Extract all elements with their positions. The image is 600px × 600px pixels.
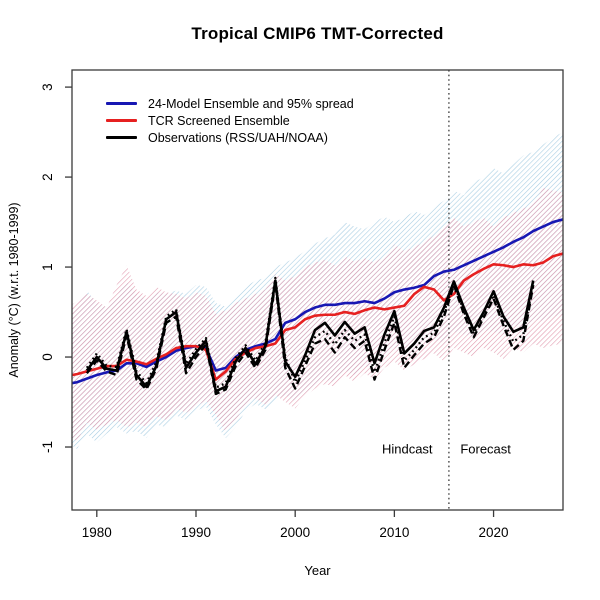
x-tick-label: 2000 (280, 525, 310, 540)
x-tick-label: 1980 (82, 525, 112, 540)
y-tick-label: 0 (40, 353, 55, 361)
legend-label: 24-Model Ensemble and 95% spread (148, 96, 354, 111)
x-tick-label: 2010 (379, 525, 409, 540)
plot-border (71, 69, 564, 511)
plot-title: Tropical CMIP6 TMT-Corrected (191, 24, 444, 43)
series-observations-dotted (85, 276, 535, 389)
plot-area (72, 132, 563, 449)
series-24-model-ensemble-mean (72, 218, 563, 385)
series-tcr-screened-ensemble-mean (72, 252, 563, 381)
y-axis-title: Anomaly (°C) (w.r.t. 1980-1999) (7, 202, 21, 378)
legend-item-observations: Observations (RSS/UAH/NOAA) (106, 129, 354, 146)
forecast-label: Forecast (460, 442, 511, 457)
ensemble-line-swatch (106, 102, 137, 105)
observations-line-swatch (106, 136, 137, 139)
hindcast-label: Hindcast (382, 442, 433, 457)
legend-item-ensemble: 24-Model Ensemble and 95% spread (106, 95, 354, 112)
legend: 24-Model Ensemble and 95% spread TCR Scr… (106, 95, 354, 146)
x-tick-label: 1990 (181, 525, 211, 540)
legend-label: Observations (RSS/UAH/NOAA) (148, 130, 328, 145)
y-tick-label: -1 (40, 441, 55, 453)
tcr-line-swatch (106, 119, 137, 122)
y-tick-label: 1 (40, 263, 55, 271)
y-tick-label: 2 (40, 173, 55, 181)
legend-item-tcr: TCR Screened Ensemble (106, 112, 354, 129)
x-tick-label: 2020 (479, 525, 509, 540)
x-axis-title: Year (304, 563, 331, 578)
y-tick-label: 3 (40, 83, 55, 91)
legend-label: TCR Screened Ensemble (148, 113, 290, 128)
